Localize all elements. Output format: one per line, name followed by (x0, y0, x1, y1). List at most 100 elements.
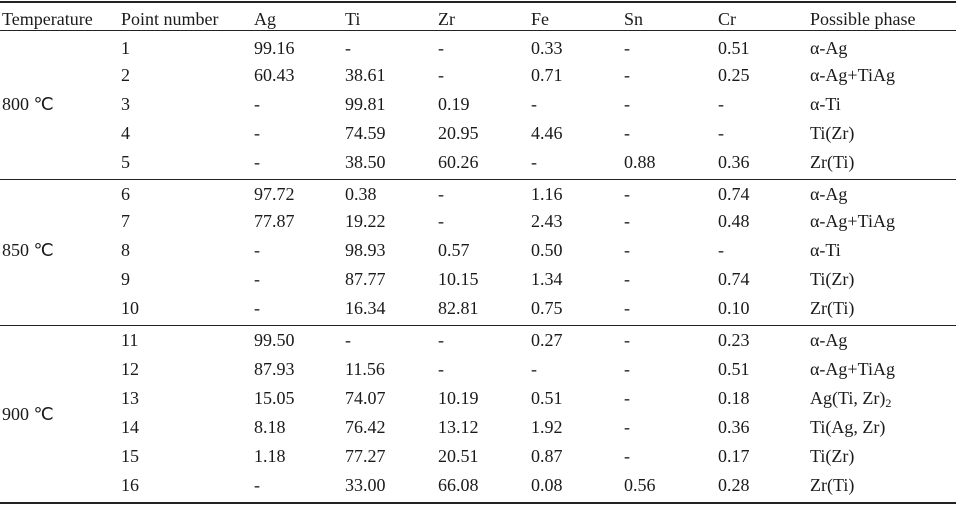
sn-cell: 0.88 (624, 152, 656, 172)
point-number-cell: 16 (121, 475, 139, 495)
ag-cell: - (254, 475, 260, 495)
ti-cell: 0.38 (345, 184, 377, 204)
phase-cell: Ag(Ti, Zr)2 (810, 388, 892, 410)
cr-cell: 0.28 (718, 475, 750, 495)
ag-cell: 87.93 (254, 359, 295, 379)
point-number-cell: 6 (121, 184, 130, 204)
zr-cell: 0.19 (438, 94, 470, 114)
phase-cell: Zr(Ti) (810, 475, 855, 495)
ag-cell: 8.18 (254, 417, 286, 437)
ti-cell: 76.42 (345, 417, 386, 437)
ag-cell: 99.16 (254, 38, 295, 58)
bottom-rule (0, 502, 956, 504)
ag-cell: 60.43 (254, 65, 295, 85)
fe-cell: 1.16 (531, 184, 563, 204)
phase-cell: α-Ti (810, 240, 841, 260)
cr-cell: 0.25 (718, 65, 750, 85)
fe-cell: 0.87 (531, 446, 563, 466)
group-divider (0, 179, 956, 180)
fe-cell: 0.50 (531, 240, 563, 260)
ti-cell: 16.34 (345, 298, 386, 318)
sn-cell: 0.56 (624, 475, 656, 495)
point-number-cell: 13 (121, 388, 139, 408)
zr-cell: 10.15 (438, 269, 479, 289)
zr-cell: 66.08 (438, 475, 479, 495)
point-number-cell: 5 (121, 152, 130, 172)
sn-cell: - (624, 298, 630, 318)
cr-cell: 0.36 (718, 417, 750, 437)
sn-cell: - (624, 184, 630, 204)
sn-cell: - (624, 269, 630, 289)
fe-cell: 0.27 (531, 330, 563, 350)
fe-cell: 0.33 (531, 38, 563, 58)
sn-cell: - (624, 65, 630, 85)
ti-cell: 11.56 (345, 359, 385, 379)
temperature-label: 850 ℃ (2, 240, 54, 260)
ag-cell: 97.72 (254, 184, 295, 204)
ti-cell: 33.00 (345, 475, 386, 495)
phase-cell: α-Ag (810, 38, 848, 58)
ag-cell: - (254, 123, 260, 143)
zr-cell: - (438, 184, 444, 204)
phase-cell: α-Ag (810, 184, 848, 204)
zr-cell: 20.95 (438, 123, 479, 143)
fe-cell: - (531, 359, 537, 379)
point-number-cell: 1 (121, 38, 130, 58)
ti-cell: 74.59 (345, 123, 386, 143)
point-number-cell: 2 (121, 65, 130, 85)
ag-cell: - (254, 240, 260, 260)
ti-cell: 19.22 (345, 211, 386, 231)
phase-cell: α-Ag (810, 330, 848, 350)
ag-cell: 99.50 (254, 330, 295, 350)
zr-cell: - (438, 330, 444, 350)
header-possible-phase: Possible phase (810, 9, 916, 29)
sn-cell: - (624, 38, 630, 58)
fe-cell: 0.08 (531, 475, 563, 495)
point-number-cell: 7 (121, 211, 130, 231)
header-point-number: Point number (121, 9, 219, 29)
fe-cell: 1.92 (531, 417, 563, 437)
group-divider (0, 30, 956, 31)
cr-cell: 0.23 (718, 330, 750, 350)
zr-cell: - (438, 38, 444, 58)
ti-cell: 74.07 (345, 388, 386, 408)
ti-cell: - (345, 330, 351, 350)
temperature-label: 900 ℃ (2, 404, 54, 424)
ti-cell: 38.50 (345, 152, 386, 172)
header-zr: Zr (438, 9, 455, 29)
cr-cell: 0.17 (718, 446, 750, 466)
ag-cell: 77.87 (254, 211, 295, 231)
ti-cell: 77.27 (345, 446, 386, 466)
sn-cell: - (624, 94, 630, 114)
cr-cell: - (718, 94, 724, 114)
ti-cell: 99.81 (345, 94, 386, 114)
sn-cell: - (624, 417, 630, 437)
ag-cell: 15.05 (254, 388, 295, 408)
fe-cell: 0.75 (531, 298, 563, 318)
phase-cell: Ti(Zr) (810, 446, 855, 466)
fe-cell: 4.46 (531, 123, 563, 143)
phase-cell: Ti(Zr) (810, 123, 855, 143)
sn-cell: - (624, 211, 630, 231)
temperature-label: 800 ℃ (2, 94, 54, 114)
fe-cell: 0.71 (531, 65, 563, 85)
cr-cell: 0.48 (718, 211, 750, 231)
ti-cell: 98.93 (345, 240, 386, 260)
zr-cell: 60.26 (438, 152, 479, 172)
zr-cell: 0.57 (438, 240, 470, 260)
point-number-cell: 10 (121, 298, 139, 318)
zr-cell: - (438, 211, 444, 231)
ti-cell: - (345, 38, 351, 58)
zr-cell: 20.51 (438, 446, 479, 466)
phase-cell: Ti(Zr) (810, 269, 855, 289)
fe-cell: 1.34 (531, 269, 563, 289)
sn-cell: - (624, 123, 630, 143)
cr-cell: 0.10 (718, 298, 750, 318)
point-number-cell: 4 (121, 123, 130, 143)
sn-cell: - (624, 388, 630, 408)
sn-cell: - (624, 359, 630, 379)
point-number-cell: 12 (121, 359, 139, 379)
cr-cell: 0.18 (718, 388, 750, 408)
header-fe: Fe (531, 9, 549, 29)
cr-cell: 0.74 (718, 269, 750, 289)
